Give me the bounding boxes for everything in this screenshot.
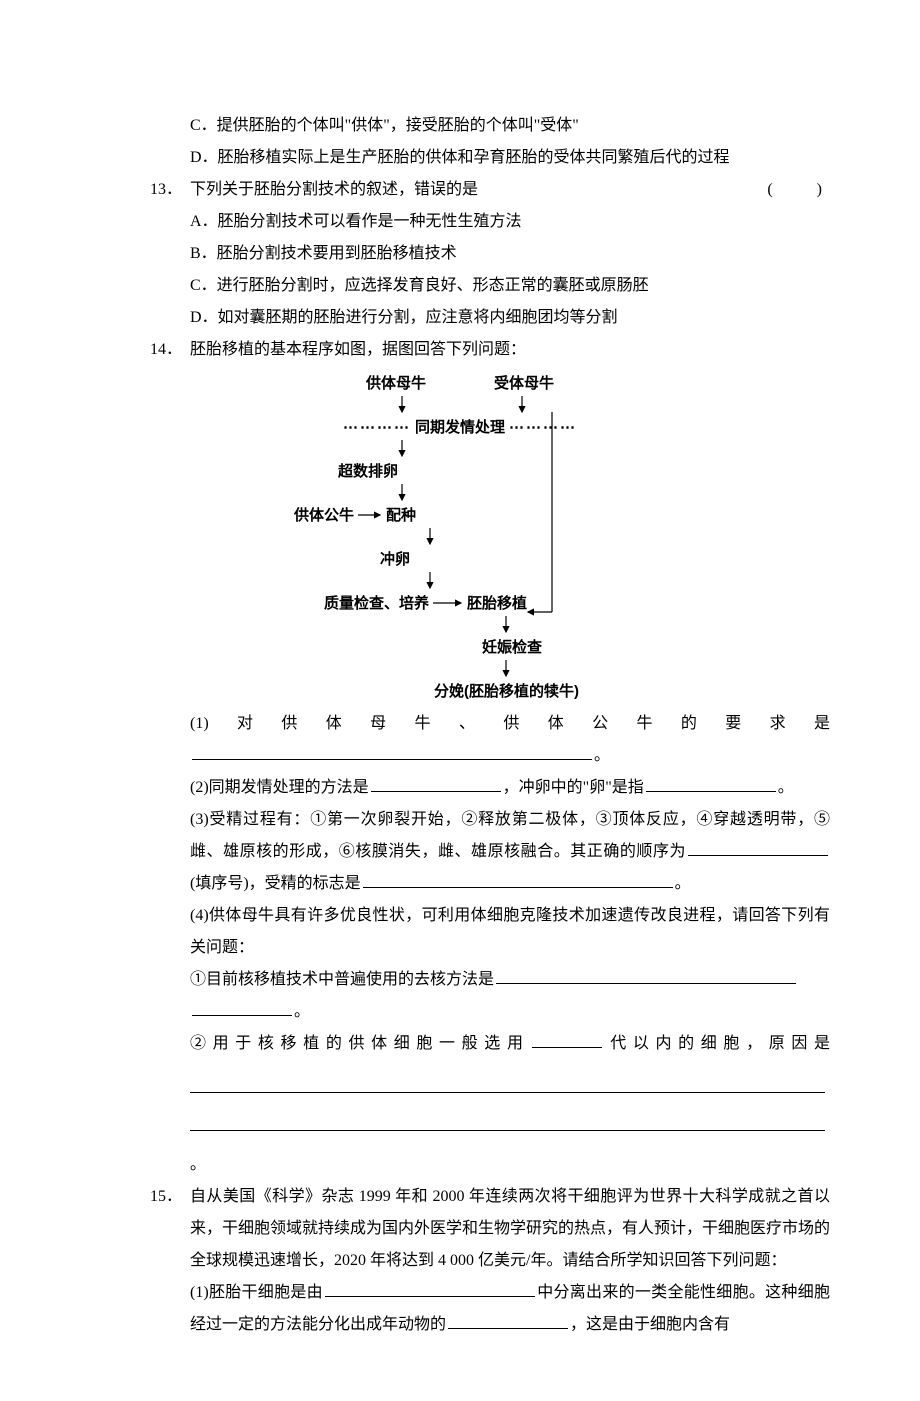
page: C．提供胚胎的个体叫"供体"，接受胚胎的个体叫"受体" D．胚胎移植实际上是生产… bbox=[0, 0, 920, 1401]
q14-p4-1b: 。 bbox=[90, 996, 830, 1028]
q14-p4-2b: 代以内的细胞，原因是 bbox=[604, 1035, 830, 1052]
q12-option-c: C．提供胚胎的个体叫"供体"，接受胚胎的个体叫"受体" bbox=[90, 110, 830, 142]
q14-p4-2-end: 。 bbox=[190, 1156, 206, 1173]
q14-stem: 胚胎移植的基本程序如图，据图回答下列问题： bbox=[182, 334, 830, 366]
q13-option-c: C．进行胚胎分割时，应选择发育良好、形态正常的囊胚或原肠胚 bbox=[90, 270, 830, 302]
q14-p4-2: ②用于核移植的供体细胞一般选用 代以内的细胞，原因是 bbox=[90, 1028, 830, 1060]
q14-p4-1-end: 。 bbox=[294, 1003, 310, 1020]
dia-pregnancy: 妊娠检查 bbox=[478, 637, 546, 658]
q14-p1-end: 。 bbox=[594, 747, 610, 764]
q14-p4-1-blank2 bbox=[192, 999, 292, 1016]
q13-stem-text: 下列关于胚胎分割技术的叙述，错误的是 bbox=[190, 181, 478, 198]
q13-stem-row: 13． 下列关于胚胎分割技术的叙述，错误的是 ( ) bbox=[90, 174, 830, 206]
dia-arrow-super-down bbox=[330, 484, 590, 502]
dia-mating: 配种 bbox=[382, 505, 420, 526]
dia-arrow-mating-down bbox=[330, 528, 590, 546]
dia-transplant: 胚胎移植 bbox=[463, 593, 531, 614]
dia-sync: 同期发情处理 bbox=[411, 417, 509, 438]
q14-p4: (4)供体母牛具有许多优良性状，可利用体细胞克隆技术加速遗传改良进程，请回答下列… bbox=[90, 900, 830, 964]
q14-stem-row: 14． 胚胎移植的基本程序如图，据图回答下列问题： bbox=[90, 334, 830, 366]
dia-donor-bull: 供体公牛 bbox=[290, 505, 358, 526]
dia-recipient-cow: 受体母牛 bbox=[490, 373, 558, 394]
q14-p4-1-blank1 bbox=[496, 967, 796, 984]
q13-option-b: B．胚胎分割技术要用到胚胎移植技术 bbox=[90, 238, 830, 270]
q14-number: 14． bbox=[90, 334, 182, 366]
q13-option-a: A．胚胎分割技术可以看作是一种无性生殖方法 bbox=[90, 206, 830, 238]
q14-p1: (1)对供体母牛、供体公牛的要求是。 bbox=[90, 708, 830, 772]
q14-p3-blank2 bbox=[363, 871, 673, 888]
q13-option-d: D．如对囊胚期的胚胎进行分割，应注意将内细胞团均等分割 bbox=[90, 302, 830, 334]
q14-p4-2-blank1 bbox=[532, 1031, 602, 1048]
q13-number: 13． bbox=[90, 174, 182, 206]
q14-p4-2a: ②用于核移植的供体细胞一般选用 bbox=[190, 1035, 530, 1052]
q14-p3-blank1 bbox=[688, 839, 828, 856]
q14-p2-end: 。 bbox=[778, 779, 794, 796]
dia-arrow-flush-down bbox=[330, 572, 590, 590]
q14-p1-a: (1)对供体母牛、供体公牛的要求是 bbox=[190, 715, 830, 732]
q14-p2-b: ，冲卵中的"卵"是指 bbox=[503, 779, 644, 796]
dia-arrow-sync-down bbox=[330, 440, 590, 458]
q14-p2-blank1 bbox=[371, 775, 501, 792]
dia-superovulation: 超数排卵 bbox=[334, 461, 402, 482]
q14-p3: (3)受精过程有：①第一次卵裂开始，②释放第二极体，③顶体反应，④穿越透明带，⑤… bbox=[90, 804, 830, 900]
q15-p1-c: ，这是由于细胞内含有 bbox=[570, 1316, 730, 1333]
dia-arrow-transplant-down bbox=[290, 616, 630, 634]
q15-number: 15． bbox=[90, 1181, 182, 1213]
q13-stem: 下列关于胚胎分割技术的叙述，错误的是 ( ) bbox=[182, 174, 830, 206]
q14-p4-1-a: ①目前核移植技术中普遍使用的去核方法是 bbox=[190, 971, 494, 988]
q14-p4-2-line2 bbox=[190, 1105, 825, 1132]
q14-p1-blank bbox=[192, 743, 592, 760]
q15-p1-blank1 bbox=[325, 1280, 535, 1297]
q15-stem: 自从美国《科学》杂志 1999 年和 2000 年连续两次将干细胞评为世界十大科… bbox=[182, 1181, 830, 1277]
q15-p1-blank2 bbox=[448, 1312, 568, 1329]
dia-donor-cow: 供体母牛 bbox=[362, 373, 430, 394]
q14-p4-1: ①目前核移植技术中普遍使用的去核方法是 bbox=[90, 964, 830, 996]
q14-p2-a: (2)同期发情处理的方法是 bbox=[190, 779, 369, 796]
dia-arrow-bull-right bbox=[358, 509, 382, 521]
q14-p2-blank2 bbox=[646, 775, 776, 792]
q13-paren: ( ) bbox=[767, 174, 830, 206]
q15-stem-row: 15． 自从美国《科学》杂志 1999 年和 2000 年连续两次将干细胞评为世… bbox=[90, 1181, 830, 1277]
dia-arrow-pregnancy-down bbox=[290, 660, 630, 678]
q14-p3-b: (填序号)，受精的标志是 bbox=[190, 875, 361, 892]
q14-p2: (2)同期发情处理的方法是 ，冲卵中的"卵"是指 。 bbox=[90, 772, 830, 804]
q14-p3-end: 。 bbox=[675, 875, 691, 892]
dia-birth: 分娩(胚胎移植的犊牛) bbox=[430, 681, 583, 702]
q15-p1-a: (1)胚胎干细胞是由 bbox=[190, 1284, 323, 1301]
q14-p4-2-lines: 。 bbox=[90, 1066, 830, 1181]
q14-p4-2-line1 bbox=[190, 1066, 825, 1093]
dia-arrow-quality-right bbox=[433, 597, 463, 609]
q15-p1: (1)胚胎干细胞是由中分离出来的一类全能性细胞。这种细胞经过一定的方法能分化出成… bbox=[90, 1277, 830, 1341]
q12-option-d: D．胚胎移植实际上是生产胚胎的供体和孕育胚胎的受体共同繁殖后代的过程 bbox=[90, 142, 830, 174]
dia-quality: 质量检查、培养 bbox=[320, 593, 433, 614]
dia-flush: 冲卵 bbox=[376, 549, 414, 570]
q14-diagram: 供体母牛 受体母牛 ⋯⋯⋯⋯ 同期发情处理 ⋯⋯⋯⋯ 超数排卵 bbox=[290, 372, 630, 702]
dia-arrows-top bbox=[330, 396, 590, 414]
